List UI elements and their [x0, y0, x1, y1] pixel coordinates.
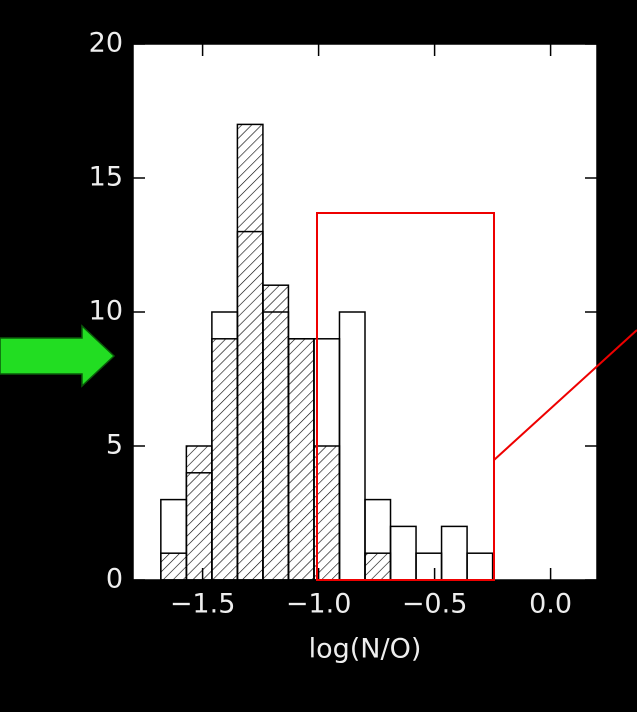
y-tick-label: 20: [89, 28, 123, 59]
histogram-bar: [364, 552, 392, 581]
histogram-bar: [262, 284, 290, 581]
y-tick-label: 5: [106, 430, 123, 461]
histogram-bar: [313, 445, 341, 581]
histogram-bar: [185, 445, 213, 581]
x-axis-title: log(N/O): [309, 634, 422, 665]
histogram-bar: [211, 338, 239, 581]
histogram-bar: [160, 552, 188, 581]
highlight-box: [316, 212, 495, 581]
x-tick-label: −1.0: [286, 589, 352, 620]
y-tick-label: 10: [89, 296, 123, 327]
callout-line: [493, 329, 637, 461]
histogram-bar: [287, 338, 315, 581]
x-tick-label: −0.5: [402, 589, 468, 620]
y-tick-label: 15: [89, 162, 123, 193]
y-tick-label: 0: [106, 564, 123, 595]
green-arrow: [0, 324, 116, 388]
x-tick-label: 0.0: [529, 589, 572, 620]
histogram-bar: [236, 123, 264, 581]
x-tick-label: −1.5: [170, 589, 236, 620]
